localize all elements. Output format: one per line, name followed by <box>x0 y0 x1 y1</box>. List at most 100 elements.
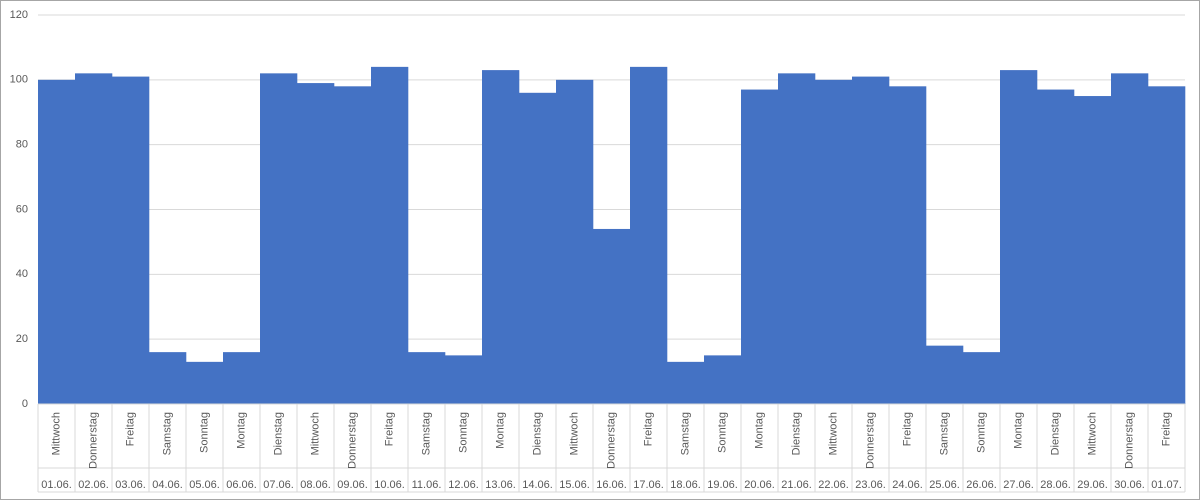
x-tick-label: 06.06. <box>226 479 257 491</box>
x-tick-label: 30.06. <box>1114 479 1145 491</box>
x-tick-label: 16.06. <box>596 479 627 491</box>
weekday-label: Mittwoch <box>827 412 839 455</box>
x-tick-label: 23.06. <box>855 479 886 491</box>
weekday-label: Montag <box>753 412 765 449</box>
bar <box>371 66 409 404</box>
bar <box>889 86 927 405</box>
y-tick-label: 100 <box>10 74 28 86</box>
x-tick-label: 20.06. <box>744 479 775 491</box>
x-tick-label: 25.06. <box>929 479 960 491</box>
bar <box>149 352 187 404</box>
weekday-label: Sonntag <box>975 412 987 453</box>
x-tick-label: 28.06. <box>1040 479 1071 491</box>
bar <box>815 79 853 404</box>
bar <box>1000 70 1038 404</box>
weekday-label: Mittwoch <box>1086 412 1098 455</box>
weekday-label: Mittwoch <box>50 412 62 455</box>
bar <box>260 73 298 404</box>
weekday-label: Freitag <box>1160 412 1172 446</box>
weekday-label: Dienstag <box>531 412 543 455</box>
y-tick-label: 0 <box>22 398 28 410</box>
bar <box>334 86 372 405</box>
weekday-label: Samstag <box>420 412 432 455</box>
x-tick-label: 27.06. <box>1003 479 1034 491</box>
weekday-label: Freitag <box>383 412 395 446</box>
weekday-label: Sonntag <box>198 412 210 453</box>
x-tick-label: 10.06. <box>374 479 405 491</box>
x-tick-label: 11.06. <box>412 479 442 491</box>
weekday-label: Dienstag <box>272 412 284 455</box>
weekday-label: Mittwoch <box>309 412 321 455</box>
bar <box>75 73 113 404</box>
x-tick-label: 29.06. <box>1077 479 1108 491</box>
y-tick-label: 40 <box>16 268 28 280</box>
bar <box>1148 86 1186 405</box>
weekday-label: Dienstag <box>1049 412 1061 455</box>
x-tick-label: 17.06. <box>633 479 664 491</box>
weekday-label: Donnerstag <box>864 412 876 469</box>
weekday-label: Samstag <box>161 412 173 455</box>
weekday-label: Samstag <box>938 412 950 455</box>
x-tick-label: 01.07. <box>1151 479 1182 491</box>
bar <box>704 355 742 404</box>
bar <box>112 76 150 404</box>
bar <box>963 352 1001 404</box>
weekday-label: Freitag <box>901 412 913 446</box>
bar <box>445 355 483 404</box>
weekday-label: Dienstag <box>790 412 802 455</box>
x-tick-label: 19.06. <box>707 479 738 491</box>
x-tick-label: 07.06. <box>263 479 294 491</box>
weekday-label: Donnerstag <box>1123 412 1135 469</box>
x-tick-label: 01.06. <box>41 479 72 491</box>
bar <box>482 70 520 404</box>
bar <box>1037 89 1075 404</box>
weekday-label: Donnerstag <box>605 412 617 469</box>
x-tick-label: 08.06. <box>300 479 331 491</box>
x-tick-label: 05.06. <box>189 479 220 491</box>
bar <box>297 83 335 404</box>
x-tick-label: 15.06. <box>559 479 590 491</box>
x-tick-label: 18.06. <box>670 479 701 491</box>
weekday-label: Freitag <box>642 412 654 446</box>
y-tick-label: 80 <box>16 139 28 151</box>
x-tick-label: 14.06. <box>522 479 553 491</box>
bar <box>38 79 76 404</box>
weekday-label: Freitag <box>124 412 136 446</box>
x-tick-label: 03.06. <box>115 479 146 491</box>
bar <box>519 92 557 405</box>
bar <box>926 345 964 404</box>
y-tick-label: 20 <box>16 333 28 345</box>
y-tick-label: 120 <box>10 9 28 21</box>
weekday-label: Samstag <box>679 412 691 455</box>
x-tick-label: 22.06. <box>818 479 849 491</box>
bar <box>778 73 816 404</box>
bar <box>1111 73 1149 404</box>
x-tick-label: 26.06. <box>966 479 997 491</box>
y-tick-label: 60 <box>16 203 28 215</box>
weekday-label: Mittwoch <box>568 412 580 455</box>
bar <box>630 66 668 404</box>
bar <box>1074 96 1112 405</box>
x-tick-label: 04.06. <box>152 479 183 491</box>
x-tick-label: 02.06. <box>78 479 109 491</box>
bar <box>593 228 631 404</box>
bar <box>852 76 890 404</box>
bar <box>223 352 261 404</box>
weekday-label: Donnerstag <box>346 412 358 469</box>
x-tick-label: 12.06. <box>448 479 479 491</box>
weekday-label: Montag <box>1012 412 1024 449</box>
bar <box>408 352 446 404</box>
weekday-label: Sonntag <box>457 412 469 453</box>
bar <box>186 361 224 404</box>
bar <box>741 89 779 404</box>
bar <box>667 361 705 404</box>
x-tick-label: 13.06. <box>485 479 516 491</box>
bar <box>556 79 594 404</box>
weekday-label: Sonntag <box>716 412 728 453</box>
x-tick-label: 24.06. <box>892 479 923 491</box>
weekday-label: Montag <box>494 412 506 449</box>
weekday-label: Donnerstag <box>87 412 99 469</box>
x-tick-label: 21.06. <box>781 479 812 491</box>
x-tick-label: 09.06. <box>337 479 368 491</box>
